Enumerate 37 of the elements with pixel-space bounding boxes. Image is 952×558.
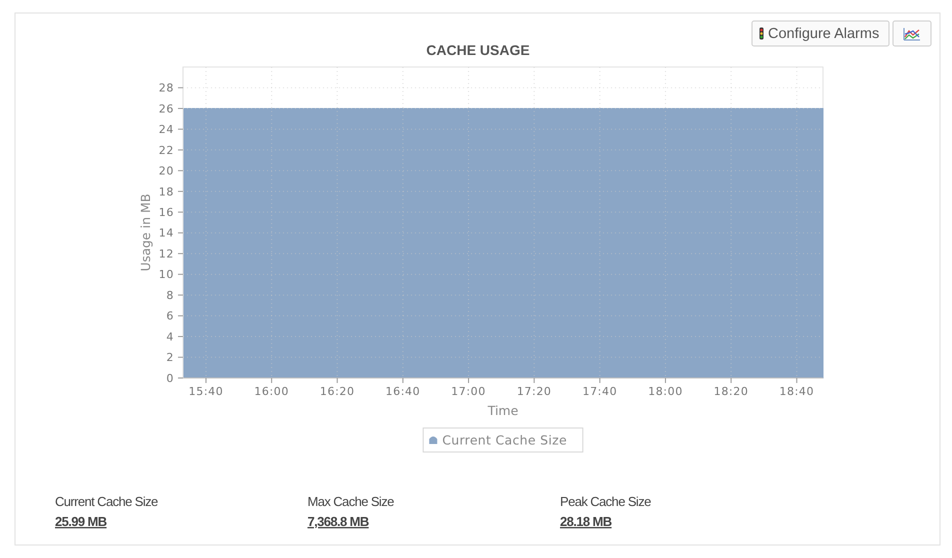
y-tick-label: 10: [158, 268, 174, 282]
text: 28.18 MB: [560, 514, 612, 529]
text: Current Cache Size: [55, 494, 158, 509]
y-tick-label: 24: [158, 123, 174, 136]
x-tick-label: 17:40: [582, 385, 618, 398]
y-tick-label: 26: [158, 102, 174, 116]
legend-label: Current Cache Size: [442, 432, 568, 448]
text: 25.99 MB: [55, 514, 107, 529]
x-tick-label: 17:20: [516, 385, 552, 398]
text: 7,368.8 MB: [308, 514, 369, 529]
x-tick-label: 16:00: [254, 385, 289, 398]
x-tick-label: 17:00: [451, 385, 486, 398]
y-tick-label: 22: [158, 144, 174, 157]
y-tick-label: 18: [158, 185, 174, 198]
x-axis-title: Time: [486, 403, 519, 418]
y-tick-label: 28: [158, 82, 174, 95]
y-tick-label: 16: [158, 206, 174, 219]
x-tick-label: 16:20: [320, 385, 355, 398]
x-tick-label: 18:40: [779, 385, 814, 398]
y-tick-label: 0: [166, 372, 174, 385]
text: Peak Cache Size: [560, 494, 652, 509]
y-tick-label: 8: [166, 288, 174, 302]
y-tick-label: 12: [158, 247, 174, 260]
y-axis-title: Usage in MB: [138, 194, 153, 272]
y-tick-label: 14: [158, 226, 174, 240]
y-tick-label: 2: [166, 351, 174, 364]
configure-alarms-button[interactable]: Configure Alarms: [752, 20, 890, 46]
x-tick-label: 15:40: [188, 385, 224, 398]
chart-button[interactable]: [892, 20, 932, 46]
y-tick-label: 4: [166, 330, 174, 344]
y-tick-label: 20: [158, 164, 174, 178]
x-tick-label: 18:20: [714, 385, 748, 398]
chart-title: CACHE USAGE: [426, 42, 530, 58]
x-tick-label: 18:00: [648, 385, 683, 398]
text: Max Cache Size: [308, 494, 394, 509]
x-tick-label: 16:40: [386, 385, 420, 398]
y-tick-label: 6: [166, 310, 174, 323]
